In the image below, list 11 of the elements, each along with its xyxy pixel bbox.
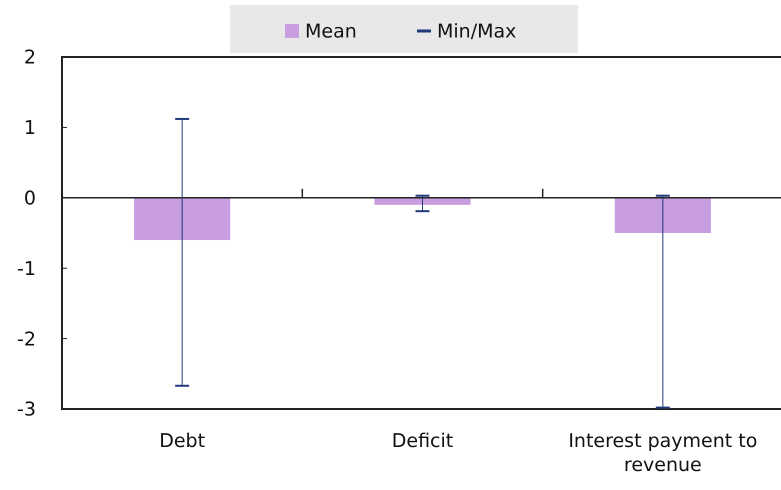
y-tick-label: -1 bbox=[17, 258, 36, 280]
text: Min/Max bbox=[437, 20, 516, 43]
x-tick-label: Debt bbox=[159, 430, 206, 452]
y-tick-label: 1 bbox=[24, 117, 36, 140]
y-tick-label: -3 bbox=[17, 398, 36, 421]
x-tick-label: Deficit bbox=[392, 430, 454, 452]
y-tick-label: 0 bbox=[24, 187, 36, 210]
legend-label: Mean bbox=[305, 20, 357, 43]
y-tick-label: 2 bbox=[24, 46, 36, 69]
x-tick-label: Interest payment to revenue bbox=[568, 430, 758, 476]
y-tick-label: -2 bbox=[17, 328, 36, 350]
